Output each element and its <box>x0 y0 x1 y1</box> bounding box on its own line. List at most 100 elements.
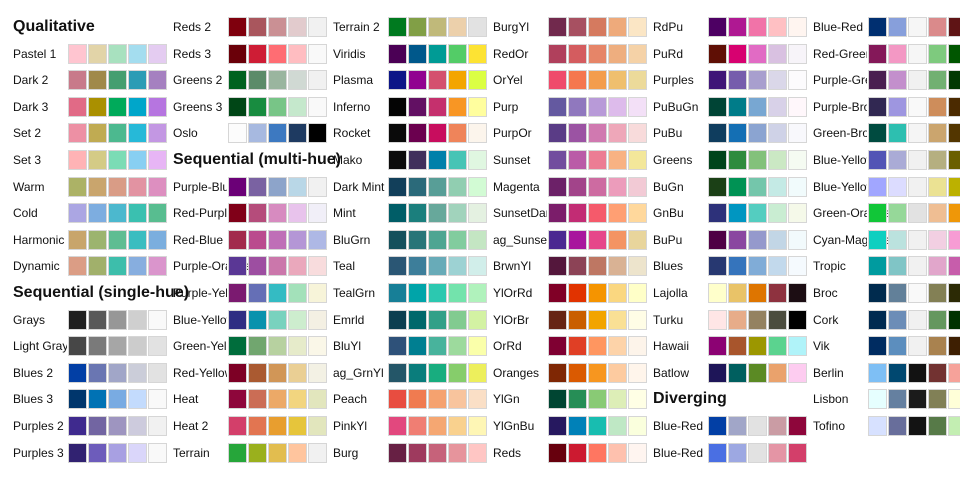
color-swatch <box>788 96 807 117</box>
color-swatch <box>148 43 167 64</box>
palette-name: BuGn <box>653 179 684 194</box>
color-swatch <box>568 309 587 330</box>
palette-name: Sunset <box>493 153 531 167</box>
color-swatch <box>908 283 927 303</box>
section-heading: Qualitative <box>13 18 95 35</box>
color-swatch <box>608 416 627 436</box>
color-swatch <box>88 229 107 250</box>
color-swatch <box>148 229 167 250</box>
palette-row: Blue-Yellow 2 <box>813 150 960 170</box>
color-swatch <box>408 389 427 410</box>
color-swatch <box>248 229 267 250</box>
color-swatch <box>408 283 427 303</box>
color-swatch <box>748 362 767 383</box>
palette-row: Blue-Yellow 3 <box>813 176 960 197</box>
color-swatch <box>88 256 107 277</box>
color-swatch <box>428 442 447 463</box>
palette-row: Green-Orange <box>813 203 960 224</box>
color-swatch <box>108 309 127 330</box>
color-swatch <box>708 336 727 357</box>
palette-row: Blue-Yellow <box>173 309 333 330</box>
color-swatch <box>768 283 787 303</box>
color-swatch <box>68 176 87 197</box>
color-swatch <box>308 283 327 303</box>
palette-name: Purple-Yellow <box>173 286 246 300</box>
color-swatch <box>108 256 127 277</box>
palette-name: Inferno <box>333 99 371 114</box>
color-swatch <box>408 70 427 91</box>
color-swatch <box>408 309 427 330</box>
color-swatch <box>568 362 587 383</box>
palette-name: Blue-Yellow <box>173 312 236 327</box>
color-swatch <box>408 176 427 197</box>
color-swatch <box>588 150 607 170</box>
palette-row: Oslo <box>173 123 333 144</box>
color-swatch <box>928 256 947 277</box>
color-swatch <box>128 416 147 436</box>
palette-name: Broc <box>813 286 838 300</box>
color-swatch <box>468 150 487 170</box>
palette-row: Purple-Blue <box>173 176 333 197</box>
color-swatch <box>108 70 127 91</box>
color-swatch <box>408 229 427 250</box>
color-swatch <box>68 123 87 144</box>
palette-name: OrRd <box>493 339 522 354</box>
palette-row: PurpOr <box>493 123 653 144</box>
palette-row: Red-Blue <box>173 229 333 250</box>
palette-row: Blue-Red 3 <box>813 17 960 37</box>
color-swatch <box>288 43 307 64</box>
palette-name: Mako <box>333 153 363 167</box>
color-swatch <box>608 123 627 144</box>
color-swatch <box>408 336 427 357</box>
palette-name: RdPu <box>653 20 684 34</box>
color-swatch <box>448 416 467 436</box>
color-swatch <box>468 229 487 250</box>
color-swatch <box>228 70 247 91</box>
palette-row: Berlin <box>813 362 960 383</box>
palette-name: Blue-Yellow 2 <box>813 153 886 167</box>
palette-name: ag_Sunset <box>493 232 551 247</box>
color-swatch <box>388 176 407 197</box>
color-swatch <box>748 123 767 144</box>
palette-row: PuBu <box>653 123 813 144</box>
color-swatch <box>108 362 127 383</box>
color-swatch <box>288 336 307 357</box>
palette-row: Purple-Yellow <box>173 283 333 303</box>
palette-row: YlOrBr <box>493 309 653 330</box>
palette-row: PuRd <box>653 43 813 64</box>
palette-row: Heat 2 <box>173 416 333 436</box>
color-swatch <box>708 229 727 250</box>
color-swatch <box>128 442 147 463</box>
palette-name: Teal <box>333 259 356 274</box>
color-swatch <box>388 150 407 170</box>
color-swatch <box>948 123 960 144</box>
color-swatch <box>128 309 147 330</box>
palette-row: Greens 3 <box>173 96 333 117</box>
color-swatch <box>308 123 327 144</box>
palette-row: BurgYl <box>493 17 653 37</box>
palette-row: ag_Sunset <box>493 229 653 250</box>
color-swatch <box>588 43 607 64</box>
color-swatch <box>148 442 167 463</box>
color-swatch <box>928 150 947 170</box>
color-swatch <box>868 336 887 357</box>
color-swatch <box>268 229 287 250</box>
color-swatch <box>748 203 767 224</box>
color-swatch <box>708 70 727 91</box>
color-swatch <box>768 96 787 117</box>
palette-name: Dark 3 <box>13 99 49 114</box>
palette-name: TealGrn <box>333 286 376 300</box>
color-swatch <box>88 176 107 197</box>
color-swatch <box>748 283 767 303</box>
color-swatch <box>888 17 907 37</box>
color-swatch <box>888 362 907 383</box>
palette-name: Dynamic <box>13 259 60 274</box>
color-swatch <box>288 309 307 330</box>
palette-name: Batlow <box>653 365 690 380</box>
palette-name: Viridis <box>333 46 366 61</box>
color-swatch <box>548 96 567 117</box>
color-swatch <box>388 309 407 330</box>
color-swatch <box>548 389 567 410</box>
color-swatch <box>308 442 327 463</box>
color-swatch <box>108 229 127 250</box>
